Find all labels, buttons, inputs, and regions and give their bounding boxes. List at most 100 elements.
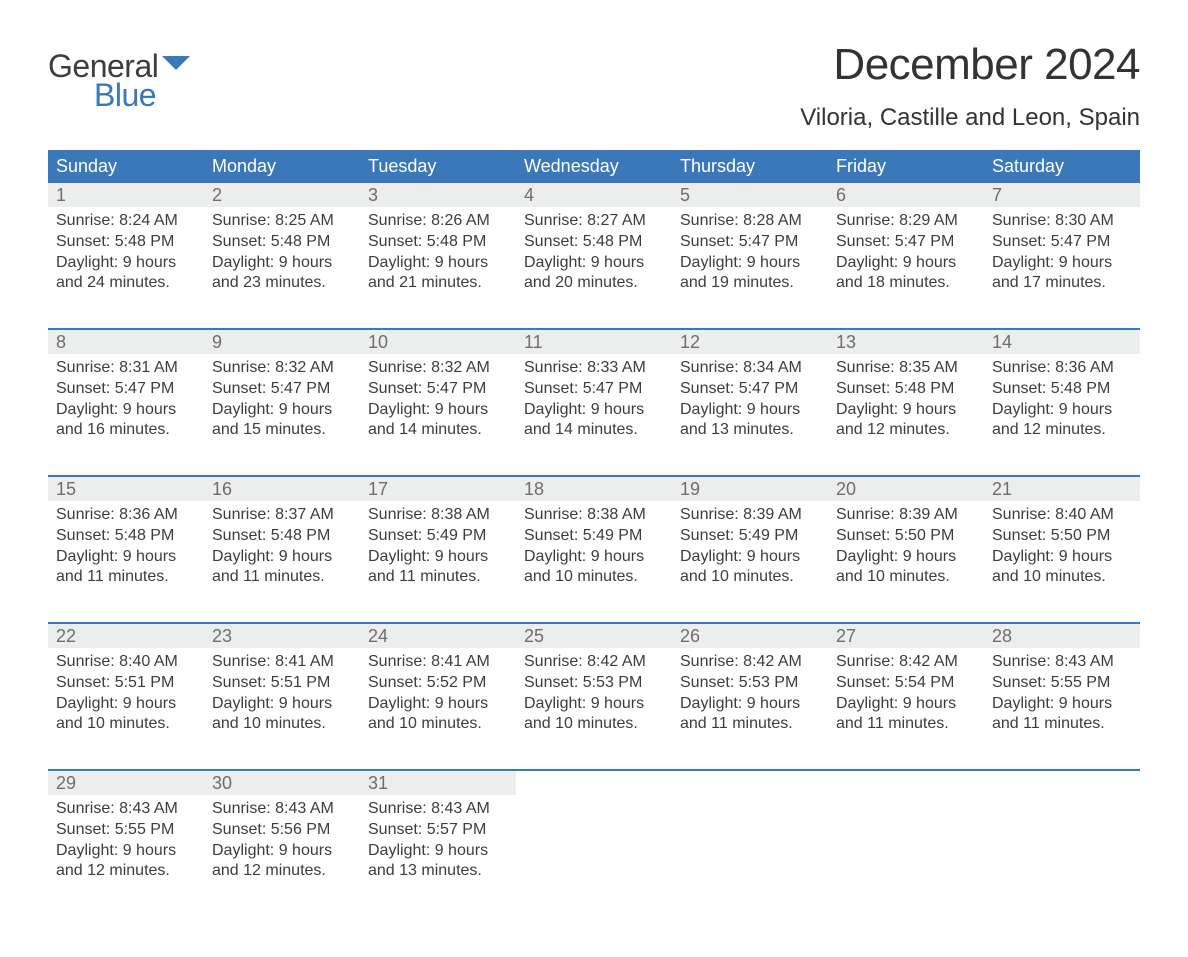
daylight-line1: Daylight: 9 hours xyxy=(212,694,354,715)
sunrise-text: Sunrise: 8:42 AM xyxy=(524,652,666,673)
sunset-text: Sunset: 5:51 PM xyxy=(56,673,198,694)
daylight-line1: Daylight: 9 hours xyxy=(680,694,822,715)
daylight-line1: Daylight: 9 hours xyxy=(56,253,198,274)
sunrise-text: Sunrise: 8:31 AM xyxy=(56,358,198,379)
daylight-line1: Daylight: 9 hours xyxy=(680,400,822,421)
daylight-line1: Daylight: 9 hours xyxy=(524,253,666,274)
day-number: 15 xyxy=(48,477,204,501)
day-number: 16 xyxy=(204,477,360,501)
daylight-line2: and 11 minutes. xyxy=(368,567,510,588)
day-body: Sunrise: 8:43 AMSunset: 5:55 PMDaylight:… xyxy=(984,648,1140,739)
daylight-line2: and 17 minutes. xyxy=(992,273,1134,294)
day-number: 23 xyxy=(204,624,360,648)
daylight-line1: Daylight: 9 hours xyxy=(992,400,1134,421)
day-number: 5 xyxy=(672,183,828,207)
daylight-line2: and 20 minutes. xyxy=(524,273,666,294)
sunrise-text: Sunrise: 8:25 AM xyxy=(212,211,354,232)
sunrise-text: Sunrise: 8:32 AM xyxy=(212,358,354,379)
sunset-text: Sunset: 5:48 PM xyxy=(836,379,978,400)
sunset-text: Sunset: 5:50 PM xyxy=(836,526,978,547)
col-saturday: Saturday xyxy=(984,150,1140,183)
daylight-line1: Daylight: 9 hours xyxy=(836,400,978,421)
calendar-header-row: Sunday Monday Tuesday Wednesday Thursday… xyxy=(48,150,1140,183)
sunset-text: Sunset: 5:55 PM xyxy=(56,820,198,841)
calendar-week: 15Sunrise: 8:36 AMSunset: 5:48 PMDayligh… xyxy=(48,477,1140,623)
sunset-text: Sunset: 5:49 PM xyxy=(680,526,822,547)
day-body: Sunrise: 8:27 AMSunset: 5:48 PMDaylight:… xyxy=(516,207,672,298)
day-body: Sunrise: 8:38 AMSunset: 5:49 PMDaylight:… xyxy=(360,501,516,592)
daylight-line2: and 11 minutes. xyxy=(680,714,822,735)
sunset-text: Sunset: 5:47 PM xyxy=(992,232,1134,253)
calendar-day: 3Sunrise: 8:26 AMSunset: 5:48 PMDaylight… xyxy=(360,183,516,329)
daylight-line2: and 11 minutes. xyxy=(56,567,198,588)
day-number: 13 xyxy=(828,330,984,354)
day-number: 11 xyxy=(516,330,672,354)
calendar-day: 13Sunrise: 8:35 AMSunset: 5:48 PMDayligh… xyxy=(828,330,984,476)
calendar-week: 22Sunrise: 8:40 AMSunset: 5:51 PMDayligh… xyxy=(48,624,1140,770)
day-body: Sunrise: 8:31 AMSunset: 5:47 PMDaylight:… xyxy=(48,354,204,445)
daylight-line2: and 10 minutes. xyxy=(524,714,666,735)
sunrise-text: Sunrise: 8:27 AM xyxy=(524,211,666,232)
daylight-line2: and 15 minutes. xyxy=(212,420,354,441)
calendar-day: 1Sunrise: 8:24 AMSunset: 5:48 PMDaylight… xyxy=(48,183,204,329)
calendar-day xyxy=(516,771,672,917)
sunset-text: Sunset: 5:51 PM xyxy=(212,673,354,694)
sunrise-text: Sunrise: 8:38 AM xyxy=(368,505,510,526)
daylight-line1: Daylight: 9 hours xyxy=(524,547,666,568)
daylight-line1: Daylight: 9 hours xyxy=(992,547,1134,568)
calendar-week: 29Sunrise: 8:43 AMSunset: 5:55 PMDayligh… xyxy=(48,771,1140,917)
day-body: Sunrise: 8:32 AMSunset: 5:47 PMDaylight:… xyxy=(360,354,516,445)
location: Viloria, Castille and Leon, Spain xyxy=(800,104,1140,132)
daylight-line2: and 11 minutes. xyxy=(992,714,1134,735)
calendar-day: 6Sunrise: 8:29 AMSunset: 5:47 PMDaylight… xyxy=(828,183,984,329)
daylight-line1: Daylight: 9 hours xyxy=(368,253,510,274)
day-number: 17 xyxy=(360,477,516,501)
day-number: 4 xyxy=(516,183,672,207)
sunset-text: Sunset: 5:56 PM xyxy=(212,820,354,841)
daylight-line2: and 14 minutes. xyxy=(368,420,510,441)
sunrise-text: Sunrise: 8:38 AM xyxy=(524,505,666,526)
daylight-line2: and 24 minutes. xyxy=(56,273,198,294)
calendar-day: 27Sunrise: 8:42 AMSunset: 5:54 PMDayligh… xyxy=(828,624,984,770)
flag-icon xyxy=(162,56,190,78)
calendar-day: 14Sunrise: 8:36 AMSunset: 5:48 PMDayligh… xyxy=(984,330,1140,476)
daylight-line1: Daylight: 9 hours xyxy=(836,253,978,274)
day-body: Sunrise: 8:36 AMSunset: 5:48 PMDaylight:… xyxy=(984,354,1140,445)
page-header: General Blue December 2024 Viloria, Cast… xyxy=(48,40,1140,132)
sunset-text: Sunset: 5:47 PM xyxy=(56,379,198,400)
day-body: Sunrise: 8:43 AMSunset: 5:55 PMDaylight:… xyxy=(48,795,204,886)
sunrise-text: Sunrise: 8:33 AM xyxy=(524,358,666,379)
col-thursday: Thursday xyxy=(672,150,828,183)
sunset-text: Sunset: 5:49 PM xyxy=(524,526,666,547)
calendar-day: 8Sunrise: 8:31 AMSunset: 5:47 PMDaylight… xyxy=(48,330,204,476)
col-monday: Monday xyxy=(204,150,360,183)
sunrise-text: Sunrise: 8:35 AM xyxy=(836,358,978,379)
day-body: Sunrise: 8:43 AMSunset: 5:57 PMDaylight:… xyxy=(360,795,516,886)
sunrise-text: Sunrise: 8:41 AM xyxy=(212,652,354,673)
sunset-text: Sunset: 5:47 PM xyxy=(680,379,822,400)
day-number: 27 xyxy=(828,624,984,648)
day-number: 7 xyxy=(984,183,1140,207)
day-body: Sunrise: 8:35 AMSunset: 5:48 PMDaylight:… xyxy=(828,354,984,445)
calendar-day xyxy=(984,771,1140,917)
daylight-line1: Daylight: 9 hours xyxy=(212,841,354,862)
calendar-week: 8Sunrise: 8:31 AMSunset: 5:47 PMDaylight… xyxy=(48,330,1140,476)
day-body: Sunrise: 8:32 AMSunset: 5:47 PMDaylight:… xyxy=(204,354,360,445)
logo: General Blue xyxy=(48,40,190,114)
sunset-text: Sunset: 5:48 PM xyxy=(992,379,1134,400)
daylight-line2: and 11 minutes. xyxy=(212,567,354,588)
day-number: 10 xyxy=(360,330,516,354)
calendar-day: 24Sunrise: 8:41 AMSunset: 5:52 PMDayligh… xyxy=(360,624,516,770)
daylight-line2: and 13 minutes. xyxy=(368,861,510,882)
day-number: 29 xyxy=(48,771,204,795)
daylight-line2: and 10 minutes. xyxy=(56,714,198,735)
day-body: Sunrise: 8:40 AMSunset: 5:51 PMDaylight:… xyxy=(48,648,204,739)
daylight-line2: and 10 minutes. xyxy=(680,567,822,588)
daylight-line1: Daylight: 9 hours xyxy=(368,547,510,568)
day-number: 12 xyxy=(672,330,828,354)
daylight-line2: and 16 minutes. xyxy=(56,420,198,441)
logo-text-blue: Blue xyxy=(94,77,156,114)
calendar-day: 12Sunrise: 8:34 AMSunset: 5:47 PMDayligh… xyxy=(672,330,828,476)
day-body: Sunrise: 8:25 AMSunset: 5:48 PMDaylight:… xyxy=(204,207,360,298)
sunset-text: Sunset: 5:49 PM xyxy=(368,526,510,547)
